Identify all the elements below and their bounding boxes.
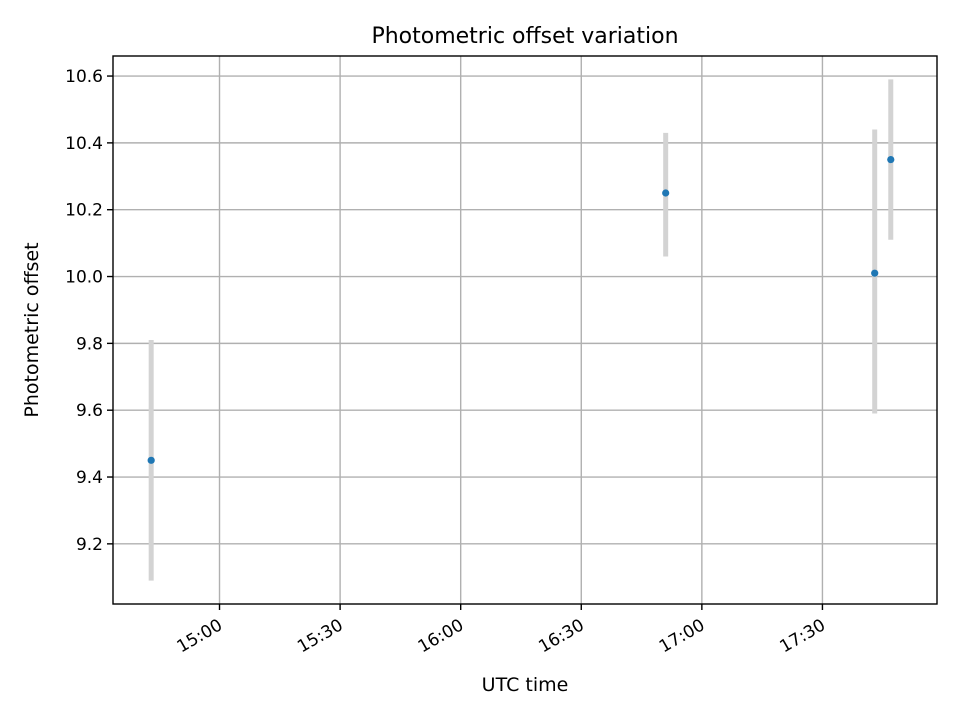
data-point (887, 155, 895, 164)
data-point (147, 456, 155, 464)
grid (113, 56, 937, 604)
data-points (147, 155, 895, 464)
y-tick-label: 9.8 (76, 334, 103, 354)
y-tick-label: 9.6 (76, 401, 103, 421)
data-point (662, 189, 670, 197)
y-tick-label: 10.2 (65, 201, 103, 221)
data-point (871, 269, 879, 277)
x-axis-label: UTC time (482, 674, 569, 696)
y-tick-label: 10.4 (65, 134, 103, 154)
plot-frame (112, 55, 938, 605)
y-tick-label: 10.0 (65, 268, 103, 288)
y-tick-label: 9.2 (76, 535, 103, 555)
y-tick-label: 10.6 (65, 67, 103, 87)
chart-title: Photometric offset variation (371, 24, 678, 49)
y-axis-label: Photometric offset (21, 242, 43, 417)
y-tick-label: 9.4 (76, 468, 103, 488)
